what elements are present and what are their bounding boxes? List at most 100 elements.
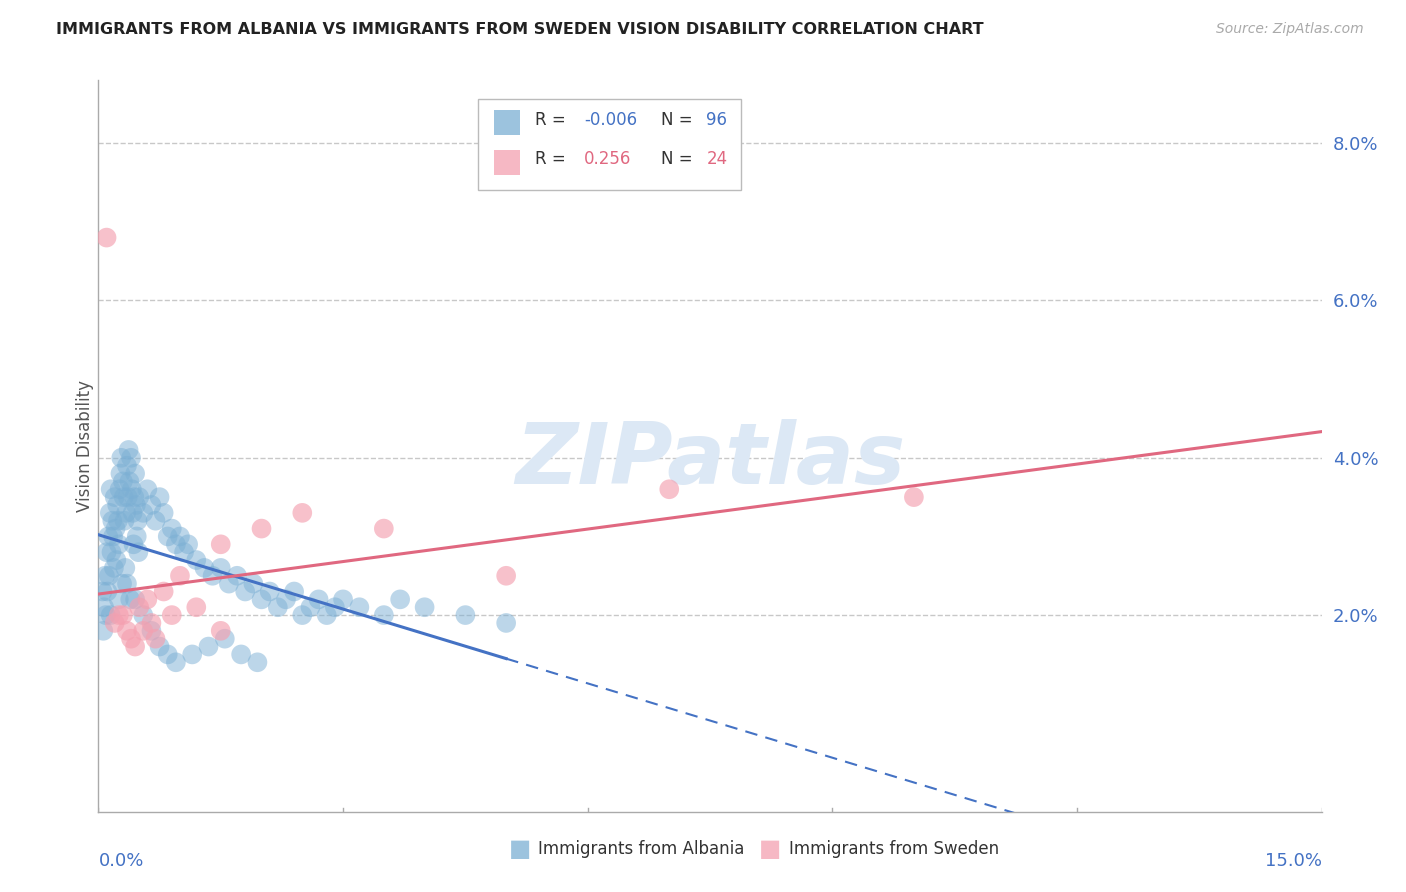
- Text: 24: 24: [706, 150, 727, 169]
- Point: [169, 529, 191, 543]
- Text: ■: ■: [509, 838, 531, 861]
- Point: [100, 608, 122, 623]
- Point: [152, 584, 174, 599]
- Text: N =: N =: [661, 150, 697, 169]
- Point: [108, 537, 131, 551]
- Point: [118, 475, 141, 489]
- Point: [104, 615, 127, 630]
- Point: [115, 576, 138, 591]
- Point: [299, 600, 322, 615]
- Point: [495, 568, 517, 582]
- Point: [115, 624, 138, 638]
- Point: [141, 624, 163, 638]
- Point: [173, 545, 195, 559]
- Point: [323, 600, 346, 615]
- Text: IMMIGRANTS FROM ALBANIA VS IMMIGRANTS FROM SWEDEN VISION DISABILITY CORRELATION : IMMIGRANTS FROM ALBANIA VS IMMIGRANTS FR…: [56, 22, 984, 37]
- Point: [274, 592, 297, 607]
- Point: [186, 600, 208, 615]
- Point: [246, 655, 269, 669]
- Point: [100, 482, 122, 496]
- Point: [373, 522, 395, 536]
- Point: [108, 482, 131, 496]
- Point: [152, 506, 174, 520]
- Point: [209, 624, 232, 638]
- Text: Immigrants from Albania: Immigrants from Albania: [538, 840, 745, 858]
- Point: [209, 561, 232, 575]
- Point: [117, 490, 139, 504]
- Point: [107, 514, 129, 528]
- Point: [121, 482, 143, 496]
- Text: N =: N =: [661, 111, 697, 128]
- Point: [96, 545, 118, 559]
- Point: [115, 458, 138, 473]
- Point: [121, 506, 143, 520]
- Point: [117, 442, 139, 457]
- Point: [308, 592, 330, 607]
- Point: [91, 584, 114, 599]
- Point: [283, 584, 305, 599]
- Point: [98, 506, 121, 520]
- Text: ■: ■: [759, 838, 782, 861]
- Point: [114, 514, 136, 528]
- Point: [250, 592, 273, 607]
- Point: [389, 592, 412, 607]
- Point: [115, 506, 138, 520]
- Point: [156, 529, 179, 543]
- Point: [141, 615, 163, 630]
- Point: [125, 498, 148, 512]
- Point: [145, 514, 167, 528]
- Point: [349, 600, 371, 615]
- Bar: [494, 150, 520, 175]
- Point: [114, 561, 136, 575]
- Point: [156, 648, 179, 662]
- Point: [128, 600, 150, 615]
- Point: [177, 537, 200, 551]
- Point: [112, 490, 135, 504]
- Point: [233, 584, 256, 599]
- Point: [149, 490, 172, 504]
- Point: [110, 467, 132, 481]
- Point: [186, 553, 208, 567]
- Point: [250, 522, 273, 536]
- Point: [120, 450, 142, 465]
- Point: [120, 592, 142, 607]
- Point: [105, 553, 128, 567]
- Point: [291, 506, 314, 520]
- Point: [658, 482, 681, 496]
- Point: [218, 576, 240, 591]
- Point: [373, 608, 395, 623]
- Text: 0.0%: 0.0%: [98, 852, 143, 870]
- Point: [124, 490, 146, 504]
- Point: [209, 537, 232, 551]
- Point: [132, 624, 155, 638]
- Point: [96, 230, 118, 244]
- Point: [165, 537, 187, 551]
- Point: [94, 608, 117, 623]
- Point: [132, 608, 155, 623]
- Point: [111, 576, 134, 591]
- Point: [127, 545, 149, 559]
- Text: -0.006: -0.006: [583, 111, 637, 128]
- Point: [111, 608, 134, 623]
- Point: [127, 514, 149, 528]
- Point: [97, 529, 120, 543]
- Point: [214, 632, 236, 646]
- Point: [267, 600, 290, 615]
- Point: [124, 592, 146, 607]
- Point: [105, 498, 128, 512]
- FancyBboxPatch shape: [478, 99, 741, 190]
- Point: [132, 506, 155, 520]
- Point: [181, 648, 204, 662]
- Point: [96, 584, 118, 599]
- Point: [108, 592, 131, 607]
- Point: [111, 475, 134, 489]
- Text: R =: R =: [536, 111, 571, 128]
- Bar: [494, 111, 520, 136]
- Point: [226, 568, 249, 582]
- Point: [242, 576, 264, 591]
- Point: [128, 490, 150, 504]
- Point: [193, 561, 215, 575]
- Point: [104, 490, 127, 504]
- Point: [94, 568, 117, 582]
- Point: [101, 514, 124, 528]
